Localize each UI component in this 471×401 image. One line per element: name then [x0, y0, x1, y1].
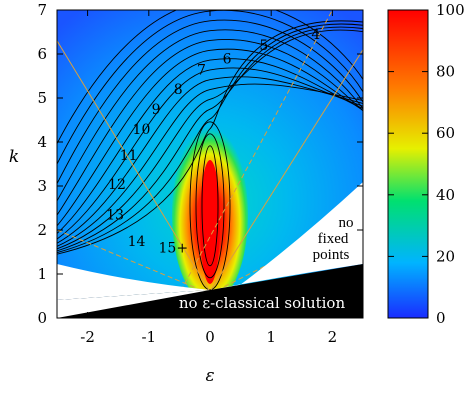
colorbar-tick-label: 80	[436, 63, 455, 81]
contour-label: 15+	[159, 241, 189, 257]
colorbar-ticks: 0 20 40 60 80 100	[388, 1, 465, 327]
y-tick-label: 1	[37, 265, 47, 283]
y-tick-label: 2	[37, 221, 47, 239]
contour-label: 10	[133, 122, 151, 138]
contour-loop	[195, 133, 225, 279]
x-tick-label: 0	[205, 328, 215, 346]
guide-line	[57, 40, 211, 292]
contour-line	[57, 26, 363, 252]
contour-line	[57, 39, 363, 216]
colorbar	[387, 9, 429, 319]
contour-label: 12	[108, 177, 126, 193]
contour-loop	[189, 121, 231, 291]
x-tick-label: 2	[328, 328, 338, 346]
contour-line	[57, 29, 363, 202]
white-wedge	[57, 290, 210, 318]
guide-line	[209, 216, 363, 295]
x-tick-label: -2	[80, 328, 95, 346]
contour-label: 5	[259, 38, 268, 54]
colorbar-tick-label: 0	[436, 309, 446, 327]
guide-lines	[57, 10, 363, 306]
x-axis-label: ε	[205, 366, 214, 386]
y-tick-label: 0	[37, 309, 47, 327]
contour-line	[57, 83, 363, 247]
colorbar-tick-label: 40	[436, 186, 455, 204]
no-fixed-points-label-2: fixed	[318, 231, 349, 247]
contour-label: 9	[152, 102, 161, 118]
no-fixed-points-label-3: points	[313, 247, 350, 263]
contour-label: 13	[106, 208, 124, 224]
x-tick-label: 1	[266, 328, 276, 346]
contour-label: 14	[128, 234, 146, 250]
contour-line	[57, 76, 363, 244]
no-fixed-points-region	[210, 182, 363, 290]
contour-label: 6	[223, 51, 232, 67]
y-tick-label: 5	[37, 89, 47, 107]
y-tick-label: 7	[37, 1, 47, 19]
no-fixed-points-label-1: no	[339, 215, 354, 231]
contour-label: 7	[197, 62, 206, 78]
y-tick-label: 4	[37, 133, 47, 151]
y-axis-label: k	[9, 147, 19, 167]
contour-loop	[201, 145, 219, 267]
plot-area	[57, 10, 363, 318]
contour-line	[57, 23, 363, 253]
x-tick-label: -1	[141, 328, 156, 346]
contour-label: 4	[311, 27, 320, 43]
contour-label: 8	[174, 82, 183, 98]
colorbar-tick-label: 20	[436, 247, 455, 265]
y-tick-label: 6	[37, 45, 47, 63]
contour-line	[57, 67, 363, 240]
no-fixed-points-region-left	[57, 264, 210, 300]
colorbar-tick-label: 100	[436, 1, 465, 19]
guide-line	[209, 49, 363, 292]
contour-line	[57, 48, 363, 227]
contour-label: 11	[120, 148, 138, 164]
contour-line	[57, 19, 363, 185]
no-classical-region	[57, 264, 363, 318]
contour-line	[57, 58, 363, 234]
contour-line	[57, 20, 363, 255]
y-tick-label: 3	[37, 177, 47, 195]
colorbar-tick-label: 60	[436, 124, 455, 142]
no-classical-label: no ε-classical solution	[179, 294, 346, 312]
contour-line	[57, 29, 363, 250]
